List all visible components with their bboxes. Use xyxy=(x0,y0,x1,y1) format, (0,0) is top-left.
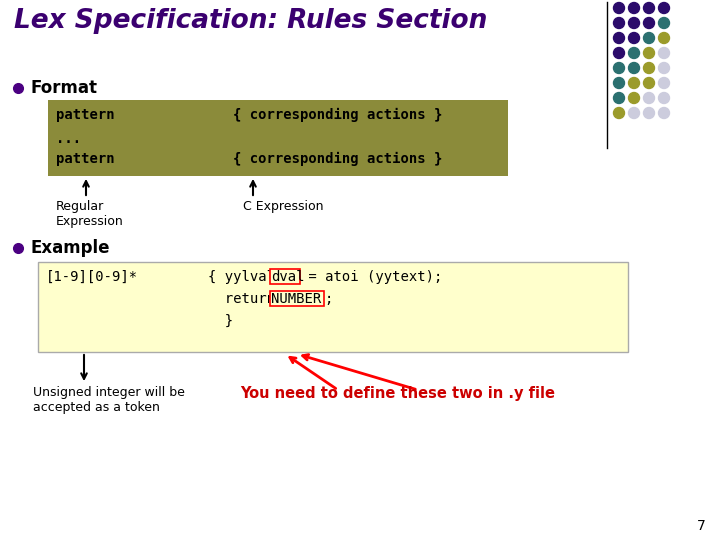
Circle shape xyxy=(644,107,654,118)
Circle shape xyxy=(659,48,670,58)
Circle shape xyxy=(659,63,670,73)
Circle shape xyxy=(659,107,670,118)
Circle shape xyxy=(613,32,624,44)
Text: 7: 7 xyxy=(697,519,706,533)
Text: NUMBER: NUMBER xyxy=(271,292,321,306)
Circle shape xyxy=(659,78,670,89)
Circle shape xyxy=(629,17,639,29)
Text: Lex Specification: Rules Section: Lex Specification: Rules Section xyxy=(14,8,487,34)
Bar xyxy=(270,291,324,306)
Text: { yylval.: { yylval. xyxy=(208,270,284,284)
Circle shape xyxy=(629,78,639,89)
Text: }: } xyxy=(208,314,233,328)
Circle shape xyxy=(659,92,670,104)
Text: dval: dval xyxy=(271,270,305,284)
Circle shape xyxy=(659,3,670,14)
Circle shape xyxy=(613,107,624,118)
Text: = atoi (yytext);: = atoi (yytext); xyxy=(300,270,442,284)
Text: { corresponding actions }: { corresponding actions } xyxy=(233,108,442,122)
Circle shape xyxy=(629,32,639,44)
Circle shape xyxy=(613,48,624,58)
Circle shape xyxy=(644,32,654,44)
Circle shape xyxy=(659,17,670,29)
Circle shape xyxy=(629,48,639,58)
Text: ;: ; xyxy=(324,292,333,306)
Circle shape xyxy=(613,78,624,89)
Circle shape xyxy=(644,48,654,58)
Text: ...: ... xyxy=(56,132,81,146)
Circle shape xyxy=(629,63,639,73)
Circle shape xyxy=(613,63,624,73)
Circle shape xyxy=(659,32,670,44)
Text: pattern: pattern xyxy=(56,108,114,122)
Circle shape xyxy=(644,78,654,89)
Bar xyxy=(270,269,300,284)
Text: Unsigned integer will be
accepted as a token: Unsigned integer will be accepted as a t… xyxy=(33,386,185,414)
Circle shape xyxy=(629,3,639,14)
Circle shape xyxy=(644,17,654,29)
Bar xyxy=(38,262,628,352)
Circle shape xyxy=(644,92,654,104)
Text: return: return xyxy=(208,292,284,306)
Text: [1-9][0-9]*: [1-9][0-9]* xyxy=(46,270,138,284)
Circle shape xyxy=(613,17,624,29)
Text: pattern: pattern xyxy=(56,152,114,166)
Text: You need to define these two in .y file: You need to define these two in .y file xyxy=(240,386,556,401)
Circle shape xyxy=(613,92,624,104)
Circle shape xyxy=(629,92,639,104)
Text: Example: Example xyxy=(31,239,110,257)
Circle shape xyxy=(644,3,654,14)
Text: Regular
Expression: Regular Expression xyxy=(56,200,124,228)
Circle shape xyxy=(644,63,654,73)
Circle shape xyxy=(613,3,624,14)
Circle shape xyxy=(629,107,639,118)
Bar xyxy=(48,100,508,176)
Text: { corresponding actions }: { corresponding actions } xyxy=(233,152,442,166)
Text: Format: Format xyxy=(31,79,98,97)
Text: C Expression: C Expression xyxy=(243,200,323,213)
